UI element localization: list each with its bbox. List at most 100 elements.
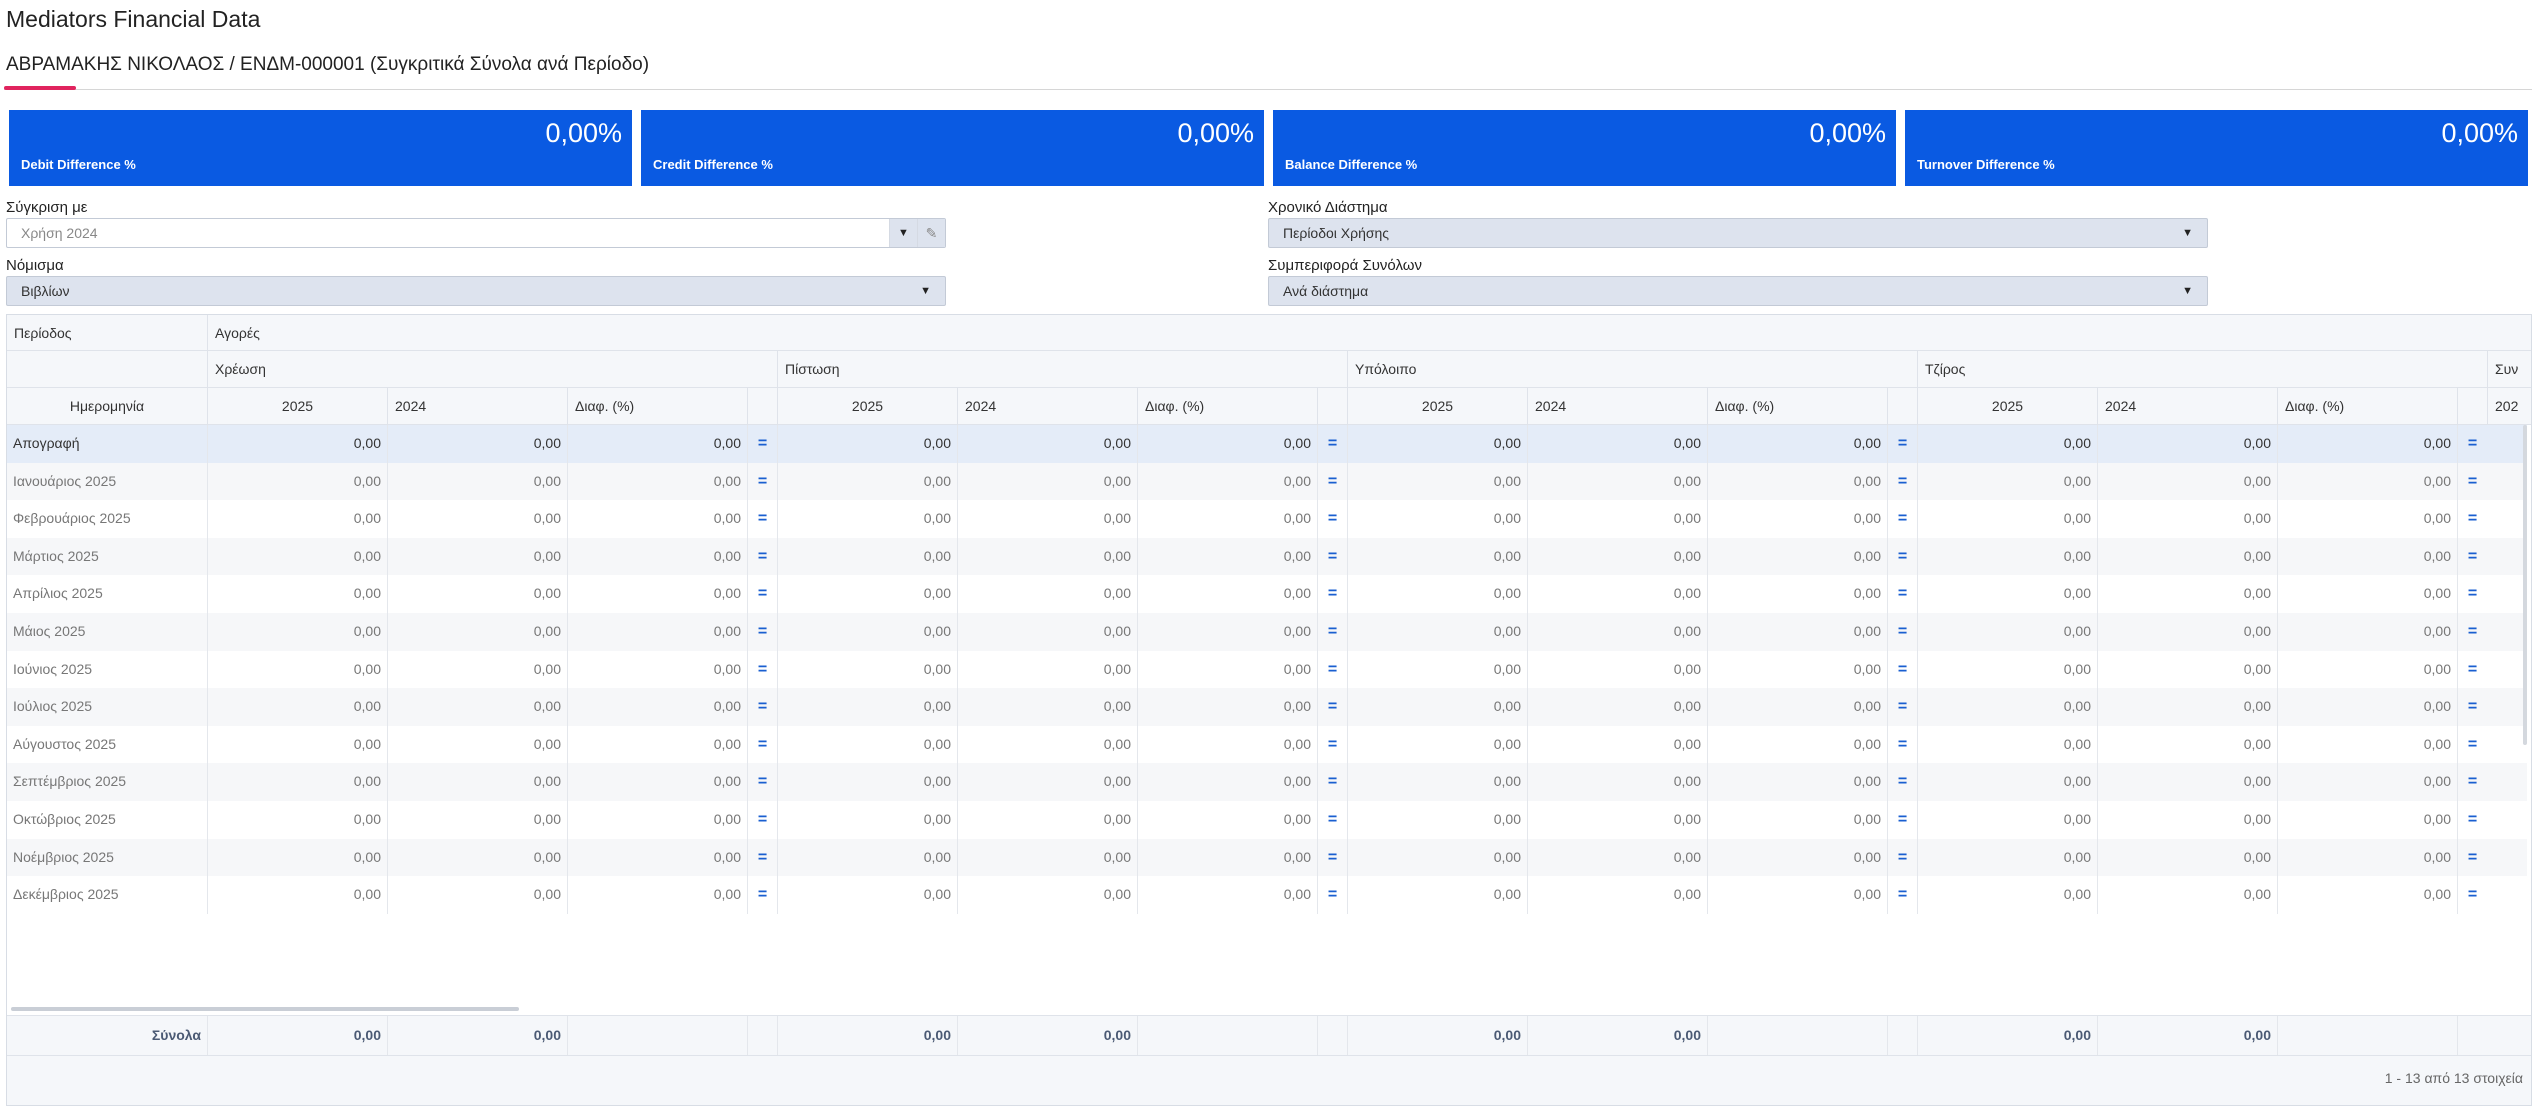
cell-value: 0,00 <box>957 575 1137 613</box>
col-header-2025[interactable]: 2025 <box>207 388 387 424</box>
col-header-2024[interactable]: 2024 <box>957 388 1137 424</box>
date-column-header[interactable]: Ημερομηνία <box>69 398 145 414</box>
col-header-2024[interactable]: 2024 <box>2097 388 2277 424</box>
table-row[interactable]: Φεβρουάριος 2025 0,00 0,00 0,00 = 0,00 0,00 0,0… <box>7 500 2527 538</box>
vertical-scrollbar[interactable] <box>2523 425 2527 745</box>
total-value <box>1707 1016 1887 1055</box>
period-column-header[interactable]: Περίοδος <box>14 325 72 341</box>
col-header-menu[interactable] <box>1887 388 1917 424</box>
currency-label: Νόμισμα <box>6 257 64 274</box>
cell-value: 0,00 <box>567 801 747 839</box>
cell-value: 0,00 <box>1917 801 2097 839</box>
kpi-value: 0,00% <box>2441 118 2518 148</box>
edit-icon[interactable]: ✎ <box>917 219 945 247</box>
credit-section-header[interactable]: Πίστωση <box>777 351 1347 387</box>
col-header-partial[interactable]: 202 <box>2487 388 2527 424</box>
cell-value: 0,00 <box>2277 575 2457 613</box>
table-row[interactable]: Απογραφή 0,00 0,00 0,00 = 0,00 0,00 0,00 = 0,00 0,… <box>7 425 2527 463</box>
col-header-menu[interactable] <box>747 388 777 424</box>
cell-value: 0,00 <box>957 500 1137 538</box>
equal-icon: = <box>1317 613 1347 651</box>
cell-value: 0,00 <box>207 838 387 877</box>
cell-value: 0,00 <box>567 462 747 501</box>
cell-value: 0,00 <box>777 801 957 839</box>
currency-dropdown-icon[interactable]: ▼ <box>920 285 931 297</box>
equal-icon: = <box>1317 763 1347 801</box>
col-header-2025[interactable]: 2025 <box>1917 388 2097 424</box>
compare-dropdown-icon[interactable]: ▼ <box>889 219 917 247</box>
table-row[interactable]: Μάιος 2025 0,00 0,00 0,00 = 0,00 0,00 0,00 = 0,00… <box>7 613 2527 651</box>
col-header-diff[interactable]: Διαφ. (%) <box>567 388 747 424</box>
totals-behavior-dropdown-icon[interactable]: ▼ <box>2182 285 2193 297</box>
equal-icon: = <box>747 462 777 501</box>
cell-value: 0,00 <box>2097 425 2277 463</box>
cell-value: 0,00 <box>957 688 1137 726</box>
equal-icon: = <box>1317 462 1347 501</box>
cell-value: 0,00 <box>2277 876 2457 914</box>
cell-value: 0,00 <box>2277 725 2457 764</box>
table-row[interactable]: Ιανουάριος 2025 0,00 0,00 0,00 = 0,00 0,00 0,00… <box>7 462 2527 501</box>
col-header-2025[interactable]: 2025 <box>777 388 957 424</box>
period-dropdown-icon[interactable]: ▼ <box>2182 227 2193 239</box>
cell-value: 0,00 <box>1347 650 1527 689</box>
next-section-header[interactable]: Συν <box>2487 351 2527 387</box>
cell-value: 0,00 <box>957 725 1137 764</box>
col-header-diff[interactable]: Διαφ. (%) <box>1707 388 1887 424</box>
purchases-group-header[interactable]: Αγορές <box>207 315 2527 350</box>
table-row[interactable]: Σεπτέμβριος 2025 0,00 0,00 0,00 = 0,00 0,00 0,0… <box>7 763 2527 801</box>
cell-value: 0,00 <box>1707 575 1887 613</box>
cell-value: 0,00 <box>1137 575 1317 613</box>
col-header-menu[interactable] <box>1317 388 1347 424</box>
cell-value: 0,00 <box>1707 613 1887 651</box>
equal-icon: = <box>1887 876 1917 914</box>
table-row[interactable]: Απρίλιος 2025 0,00 0,00 0,00 = 0,00 0,00 0,00 = 0… <box>7 575 2527 613</box>
cell-value: 0,00 <box>1527 876 1707 914</box>
cell-value: 0,00 <box>1707 425 1887 463</box>
cell-value: 0,00 <box>957 462 1137 501</box>
equal-icon: = <box>2457 462 2487 501</box>
compare-select[interactable]: Χρήση 2024 ▼ ✎ <box>6 218 946 248</box>
cell-value: 0,00 <box>1137 763 1317 801</box>
cell-value: 0,00 <box>2097 575 2277 613</box>
cell-value: 0,00 <box>567 575 747 613</box>
cell-value: 0,00 <box>207 462 387 501</box>
cell-value: 0,00 <box>1347 801 1527 839</box>
col-header-diff[interactable]: Διαφ. (%) <box>2277 388 2457 424</box>
table-row[interactable]: Δεκέμβριος 2025 0,00 0,00 0,00 = 0,00 0,00 0,00… <box>7 876 2527 914</box>
horizontal-scrollbar[interactable] <box>11 1007 519 1011</box>
period-label: Χρονικό Διάστημα <box>1268 199 1388 216</box>
table-row[interactable]: Οκτώβριος 2025 0,00 0,00 0,00 = 0,00 0,00 0,00 =… <box>7 801 2527 839</box>
col-header-menu[interactable] <box>2457 388 2487 424</box>
col-header-diff[interactable]: Διαφ. (%) <box>1137 388 1317 424</box>
table-row[interactable]: Νοέμβριος 2025 0,00 0,00 0,00 = 0,00 0,00 0,00 =… <box>7 838 2527 877</box>
debit-section-header[interactable]: Χρέωση <box>207 351 777 387</box>
equal-icon: = <box>1317 801 1347 839</box>
col-header-2024[interactable]: 2024 <box>1527 388 1707 424</box>
col-header-2025[interactable]: 2025 <box>1347 388 1527 424</box>
cell-value: 0,00 <box>1527 650 1707 689</box>
currency-select[interactable]: Βιβλίων ▼ <box>6 276 946 306</box>
table-row[interactable]: Αύγουστος 2025 0,00 0,00 0,00 = 0,00 0,00 0,00 =… <box>7 725 2527 764</box>
total-value: 0,00 <box>957 1016 1137 1055</box>
cell-value: 0,00 <box>1137 688 1317 726</box>
col-header-2024[interactable]: 2024 <box>387 388 567 424</box>
equal-icon: = <box>1317 537 1347 576</box>
totals-row: Σύνολα 0,00 0,00 0,00 0,00 0,00 0,00 0,00 0,00 <box>7 1015 2531 1055</box>
period-select[interactable]: Περίοδοι Χρήσης ▼ <box>1268 218 2208 248</box>
cell-value: 0,00 <box>207 425 387 463</box>
cell-value: 0,00 <box>2277 838 2457 877</box>
kpi-turnover-difference: 0,00% Turnover Difference % <box>1905 110 2528 186</box>
table-row[interactable]: Μάρτιος 2025 0,00 0,00 0,00 = 0,00 0,00 0,00 = 0,… <box>7 537 2527 576</box>
cell-value: 0,00 <box>207 613 387 651</box>
balance-section-header[interactable]: Υπόλοιπο <box>1347 351 1917 387</box>
turnover-section-header[interactable]: Τζίρος <box>1917 351 2487 387</box>
table-row[interactable]: Ιούνιος 2025 0,00 0,00 0,00 = 0,00 0,00 0,00 = 0,… <box>7 650 2527 689</box>
equal-icon: = <box>2457 500 2487 538</box>
cell-value: 0,00 <box>1137 537 1317 576</box>
cell-value: 0,00 <box>1707 725 1887 764</box>
equal-icon: = <box>1887 801 1917 839</box>
cell-value: 0,00 <box>1527 613 1707 651</box>
table-row[interactable]: Ιούλιος 2025 0,00 0,00 0,00 = 0,00 0,00 0,00 = 0,… <box>7 688 2527 726</box>
totals-behavior-select[interactable]: Ανά διάστημα ▼ <box>1268 276 2208 306</box>
cell-value: 0,00 <box>1347 725 1527 764</box>
